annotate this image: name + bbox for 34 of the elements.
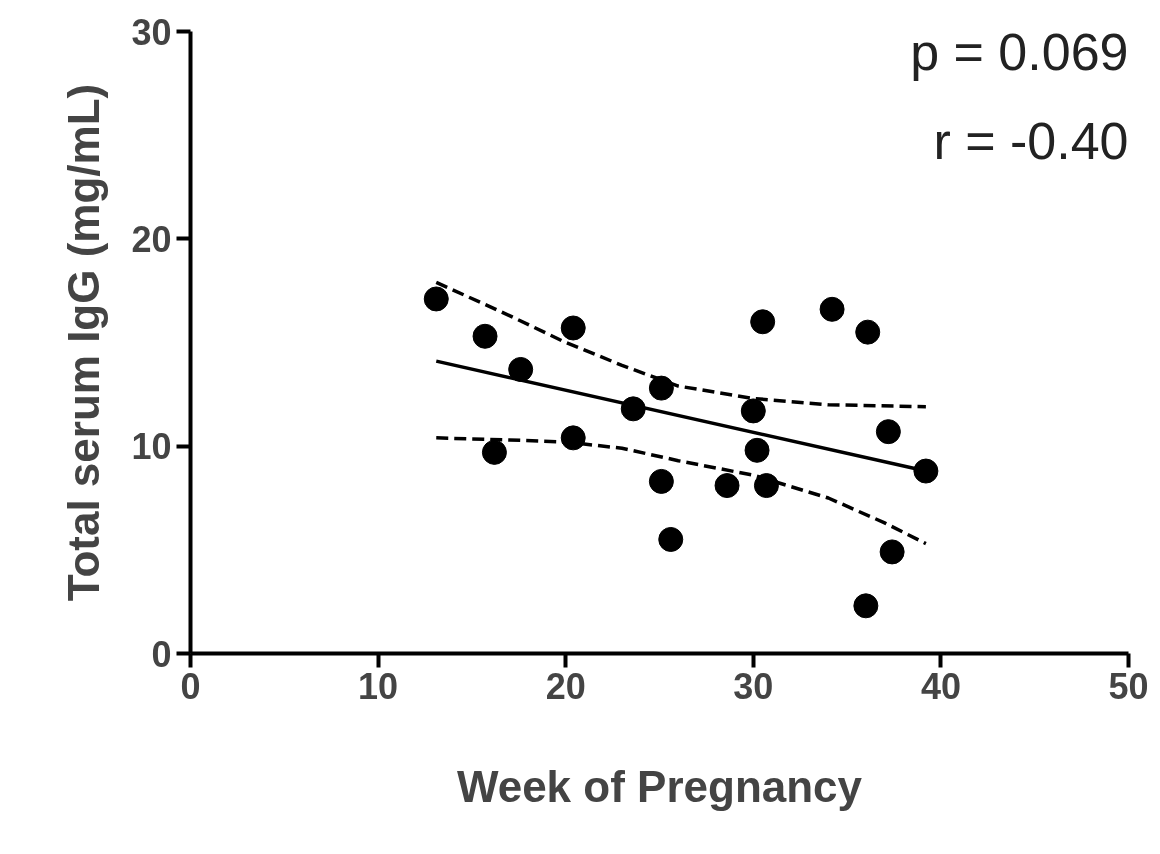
point xyxy=(879,539,905,565)
point xyxy=(472,323,498,349)
y-axis-title: Total serum IgG (mg/mL) xyxy=(59,83,109,602)
point xyxy=(423,286,449,312)
point xyxy=(508,356,534,382)
y-tick-label: 0 xyxy=(151,633,172,675)
x-tick-label: 30 xyxy=(733,665,774,707)
x-tick-label: 20 xyxy=(545,665,586,707)
point xyxy=(753,473,779,499)
point xyxy=(648,468,674,494)
point xyxy=(648,375,674,401)
point xyxy=(750,309,776,335)
point xyxy=(560,425,586,451)
annotation: r = -0.40 xyxy=(933,112,1129,171)
point xyxy=(853,593,879,619)
point xyxy=(560,315,586,341)
x-axis-title: Week of Pregnancy xyxy=(456,761,863,811)
point xyxy=(740,398,766,424)
y-tick-label: 30 xyxy=(131,11,172,53)
point xyxy=(855,319,881,345)
point xyxy=(913,458,939,484)
point xyxy=(819,296,845,322)
y-tick-label: 20 xyxy=(131,218,172,260)
x-tick-label: 40 xyxy=(920,665,961,707)
point xyxy=(875,419,901,445)
x-tick-label: 0 xyxy=(180,665,201,707)
point xyxy=(714,473,740,499)
y-tick-label: 10 xyxy=(131,426,172,468)
point xyxy=(658,526,684,552)
point xyxy=(744,437,770,463)
x-tick-label: 50 xyxy=(1108,665,1149,707)
annotation: p = 0.069 xyxy=(910,23,1129,82)
x-tick-label: 10 xyxy=(358,665,399,707)
point xyxy=(481,439,507,465)
